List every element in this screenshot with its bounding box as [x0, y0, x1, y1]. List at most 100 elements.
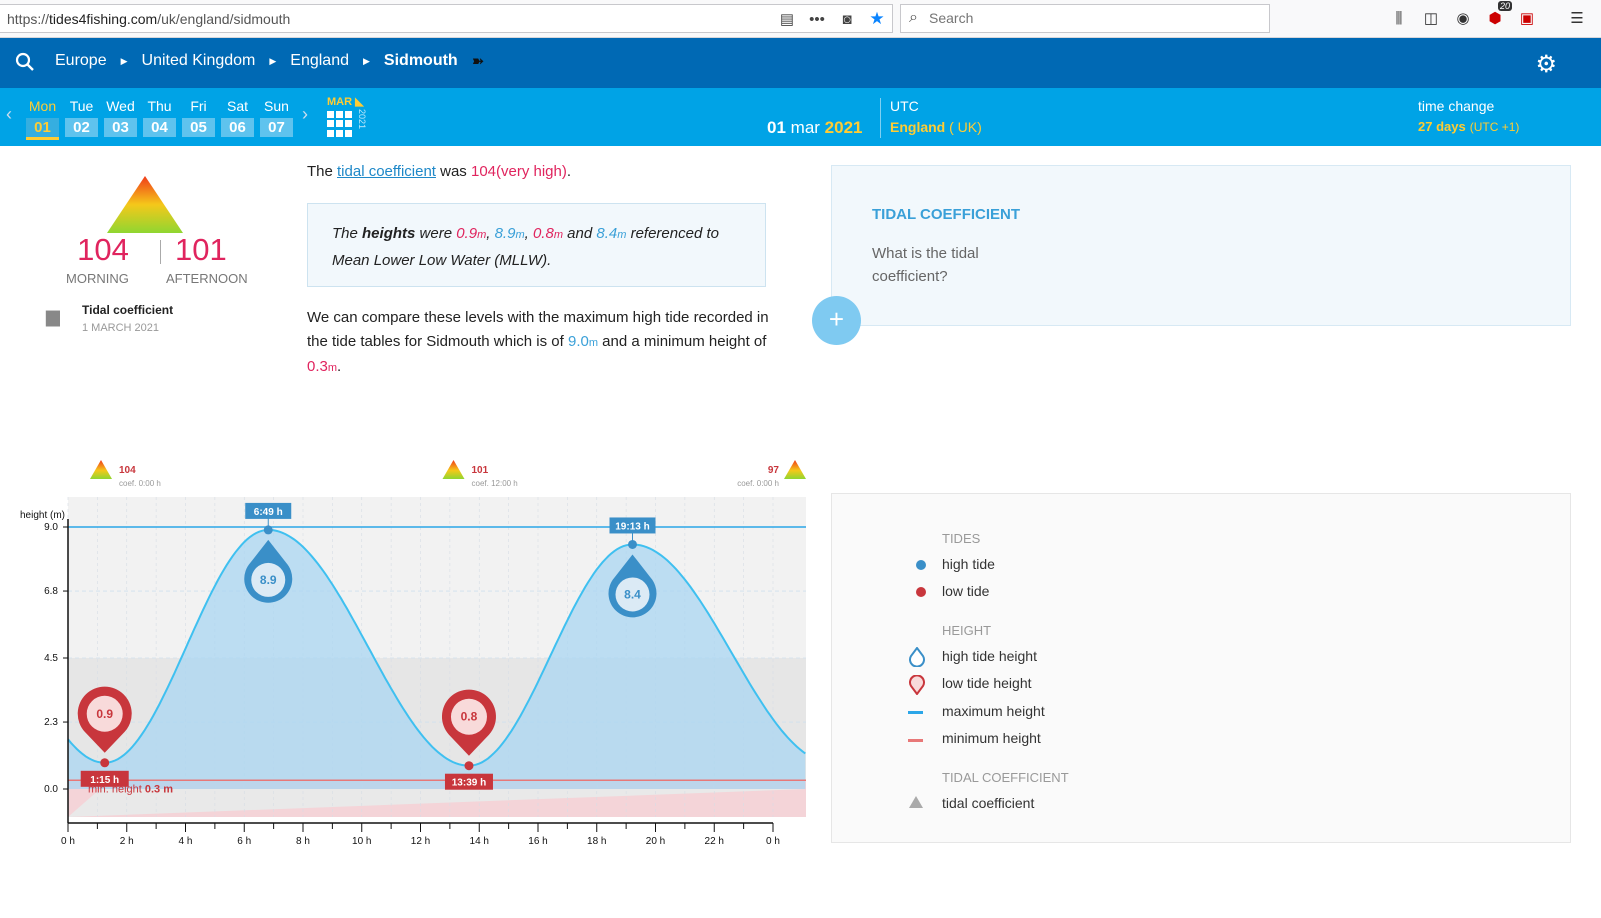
legend-tides-title: TIDES [942, 531, 981, 546]
browser-search[interactable]: ⌕ [900, 4, 1270, 33]
low-tide-height: 0.8 [461, 710, 478, 724]
y-tick-label: 2.3 [44, 717, 58, 728]
low-tide-pin-inner [450, 698, 487, 735]
y-axis-label: height (m) [20, 510, 65, 521]
time-change: time change 27 days (UTC +1) [1418, 98, 1519, 134]
breadcrumb-sidmouth: Sidmouth [383, 52, 458, 69]
x-tick-label: 12 h [411, 836, 430, 847]
low-tide-pin-inner [86, 695, 123, 732]
x-tick-label: 0 h [61, 836, 75, 847]
legend-minimum-height: minimum height [942, 730, 1041, 746]
ublock-icon[interactable]: ⬢ 20 [1488, 1, 1512, 27]
day-mon[interactable]: Mon 01 [26, 98, 59, 140]
coefficient-labels: MORNING AFTERNOON [60, 271, 248, 286]
current-date: 01 mar 2021 [767, 118, 863, 137]
comment-icon: ▆ [46, 306, 60, 326]
day-wed[interactable]: Wed 03 [104, 98, 137, 140]
low-tide-time-box [444, 773, 493, 790]
high-tide-drop-inner [251, 562, 286, 597]
high-tide-time: 6:49 h [254, 507, 283, 518]
url-text[interactable]: https://tides4fishing.com/uk/england/sid… [7, 11, 291, 27]
coefficient-marker-label: coef. 12:00 h [472, 479, 518, 488]
more-actions-icon[interactable]: ••• [809, 10, 825, 28]
high-tide-time-box [245, 502, 292, 519]
x-tick-label: 10 h [352, 836, 371, 847]
min-height-line-icon [908, 739, 923, 742]
day-thu[interactable]: Thu 04 [143, 98, 176, 140]
tide-line [67, 528, 806, 767]
calendar-month: MAR ◣ [327, 96, 364, 108]
calendar-year: 2021 [357, 109, 367, 130]
y-tick-label: 9.0 [44, 522, 58, 533]
library-icon[interactable]: ⫼ [1395, 9, 1403, 27]
tidal-coefficient-link[interactable]: tidal coefficient [337, 163, 436, 180]
low-tide-time: 13:39 h [452, 778, 486, 789]
bookmark-star-icon[interactable]: ★ [869, 9, 885, 28]
legend-high-tide: high tide [942, 556, 995, 572]
calendar-grid-icon [327, 111, 353, 137]
x-tick-label: 6 h [237, 836, 251, 847]
breadcrumb-separator-icon: ▶ [120, 55, 128, 66]
high-tide-time-box [609, 517, 656, 534]
day-tue[interactable]: Tue 02 [65, 98, 98, 140]
chart-legend: TIDES high tide low tide HEIGHT high tid… [831, 493, 1571, 843]
max-height-line-icon [908, 711, 923, 714]
compare-paragraph: We can compare these levels with the max… [307, 309, 769, 375]
tidal-coefficient-date: 1 MARCH 2021 [82, 322, 160, 334]
reader-view-icon[interactable]: ▤ [779, 11, 795, 28]
morning-label: MORNING [66, 271, 129, 286]
legend-maximum-height: maximum height [942, 703, 1045, 719]
coefficient-afternoon: 101 [175, 232, 227, 267]
x-tick-label: 22 h [705, 836, 724, 847]
coefficient-marker-value: 101 [472, 465, 489, 476]
sidebar-icon[interactable]: ◫ [1423, 10, 1439, 27]
x-tick-label: 0 h [766, 836, 780, 847]
extension-icon[interactable]: ▣ [1519, 10, 1535, 27]
expand-button[interactable]: + [812, 296, 861, 345]
date-bar: ‹ Mon 01 Tue 02 Wed 03 Thu 04 Fri 05 Sat 06 Su… [0, 88, 1601, 146]
pocket-icon[interactable]: ◙ [842, 10, 852, 28]
high-tide-drop-icon [909, 647, 925, 667]
high-tide-dot [627, 539, 637, 549]
x-tick-label: 4 h [179, 836, 193, 847]
location-arrow-icon[interactable]: ➽ [471, 53, 485, 70]
gear-icon[interactable]: ⚙ [1535, 51, 1557, 78]
day-fri[interactable]: Fri 05 [182, 98, 215, 140]
coefficient-sentence: The tidal coefficient was 104(very high)… [307, 163, 572, 180]
tidal-coefficient-title: Tidal coefficient [82, 303, 174, 317]
breadcrumb-england[interactable]: England [290, 52, 349, 69]
breadcrumb-europe[interactable]: Europe [55, 52, 107, 69]
browser-search-input[interactable] [929, 10, 1249, 26]
x-tick-label: 16 h [528, 836, 547, 847]
legend-tidal-coefficient: tidal coefficient [942, 795, 1035, 811]
prev-week-icon[interactable]: ‹ [6, 104, 12, 124]
x-tick-label: 8 h [296, 836, 310, 847]
x-tick-label: 2 h [120, 836, 134, 847]
coefficient-morning: 104 [77, 232, 129, 267]
y-tick-label: 0.0 [44, 784, 58, 795]
calendar-button[interactable]: MAR ◣ 2021 [327, 95, 367, 137]
account-icon[interactable]: ◉ [1456, 10, 1470, 27]
time-change-value: 27 days (UTC +1) [1418, 119, 1520, 134]
card-question: What is the tidal coefficient? [872, 245, 979, 285]
legend-low-tide-height: low tide height [942, 675, 1032, 691]
breadcrumb-separator-icon: ▶ [269, 55, 277, 66]
day-sun[interactable]: Sun 07 [260, 98, 293, 140]
site-nav: Europe ▶ United Kingdom ▶ England ▶ Sidm… [0, 38, 1601, 88]
coefficient-triangle-icon [909, 796, 923, 808]
day-sat[interactable]: Sat 06 [221, 98, 254, 140]
high-tide-dot-icon [916, 560, 926, 570]
coefficient-marker-label: coef. 0:00 h [737, 479, 779, 488]
x-tick-label: 18 h [587, 836, 606, 847]
high-tide-height: 8.4 [624, 587, 641, 601]
address-bar[interactable]: https://tides4fishing.com/uk/england/sid… [0, 4, 893, 33]
x-tick-label: 14 h [470, 836, 489, 847]
search-icon[interactable] [15, 52, 35, 72]
next-week-icon[interactable]: › [302, 104, 308, 124]
breadcrumb-united-kingdom[interactable]: United Kingdom [141, 52, 256, 69]
menu-icon[interactable]: ☰ [1570, 10, 1584, 27]
coefficient-triangle-icon [107, 176, 183, 233]
card-heading: TIDAL COEFFICIENT [872, 206, 1021, 223]
y-tick-label: 6.8 [44, 586, 58, 597]
